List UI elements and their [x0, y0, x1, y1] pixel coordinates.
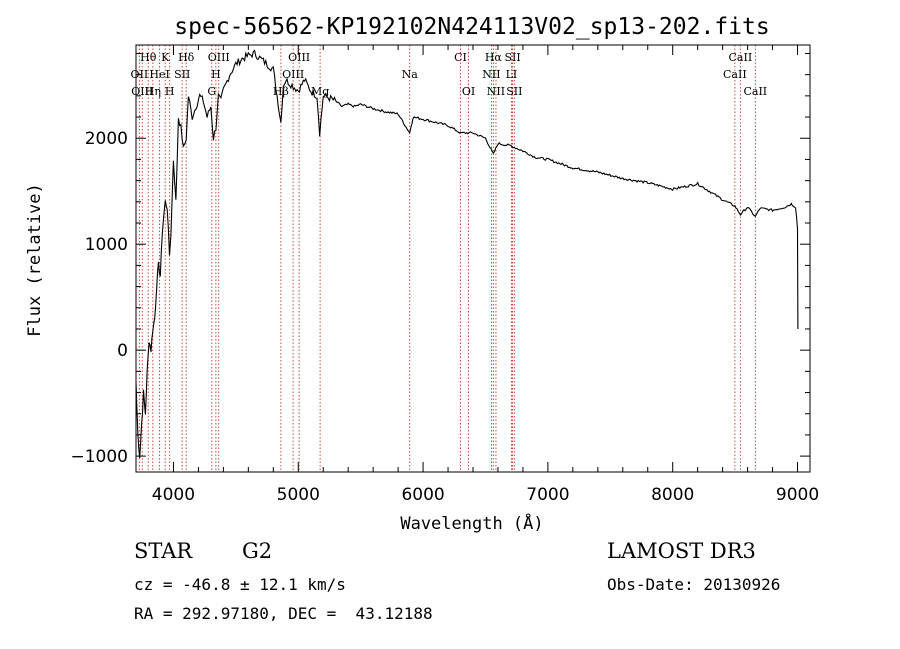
- line-label: Hθ: [140, 51, 157, 64]
- plot-frame: [135, 44, 811, 473]
- line-label: OI: [462, 85, 475, 98]
- coordinates-readout: RA = 292.97180, DEC = 43.12188: [134, 604, 433, 623]
- x-axis-label: Wavelength (Å): [400, 512, 543, 534]
- line-label: Hδ: [178, 51, 195, 64]
- line-label: Hη: [145, 85, 161, 98]
- line-label: NII: [487, 85, 505, 98]
- observation-date: Obs-Date: 20130926: [607, 575, 781, 594]
- survey-name: LAMOST DR3: [607, 539, 756, 563]
- line-label: Hα: [485, 51, 503, 64]
- line-label: OII: [131, 68, 149, 81]
- line-label: K: [161, 51, 170, 64]
- line-label: Na: [402, 68, 419, 81]
- line-label: OIII: [208, 51, 230, 64]
- x-tick-label: 8000: [651, 485, 694, 505]
- axis-ticks: 4000 5000 6000 7000 8000 9000 −1000 0 1000 2000: [70, 45, 819, 505]
- line-label: CaII: [729, 51, 753, 64]
- emission-line-markers: [138, 45, 756, 472]
- line-label: H: [211, 68, 221, 81]
- line-label: Hβ: [273, 85, 289, 98]
- line-label: CaII: [743, 85, 767, 98]
- line-label: SII: [174, 68, 190, 81]
- line-label: CaII: [723, 68, 747, 81]
- line-label: SII: [506, 85, 522, 98]
- line-label: CI: [454, 51, 467, 64]
- line-label: OIII: [282, 68, 304, 81]
- y-tick-label: 2000: [85, 129, 128, 149]
- line-label: H: [165, 85, 175, 98]
- line-label: LI: [506, 68, 518, 81]
- line-label: NII: [482, 68, 500, 81]
- y-axis-label: Flux (relative): [25, 183, 45, 337]
- line-label: HeI: [149, 68, 169, 81]
- x-tick-label: 5000: [277, 485, 320, 505]
- object-type: STAR: [134, 539, 193, 563]
- y-tick-label: 0: [117, 341, 128, 361]
- x-tick-label: 6000: [401, 485, 444, 505]
- redshift-readout: cz = -46.8 ± 12.1 km/s: [134, 575, 346, 594]
- line-label: OIII: [131, 85, 153, 98]
- spectral-subclass: G2: [242, 539, 273, 563]
- line-label: G: [207, 85, 216, 98]
- line-label: SII: [504, 51, 520, 64]
- y-tick-label: −1000: [70, 447, 128, 467]
- line-label: Mg: [311, 85, 329, 98]
- flux-series-line: [135, 49, 799, 459]
- line-label: OIII: [288, 51, 310, 64]
- chart-title: spec-56562-KP192102N424113V02_sp13-202.f…: [174, 14, 769, 40]
- y-tick-label: 1000: [85, 235, 128, 255]
- x-tick-label: 4000: [152, 485, 195, 505]
- x-tick-label: 9000: [776, 485, 819, 505]
- x-tick-label: 7000: [526, 485, 569, 505]
